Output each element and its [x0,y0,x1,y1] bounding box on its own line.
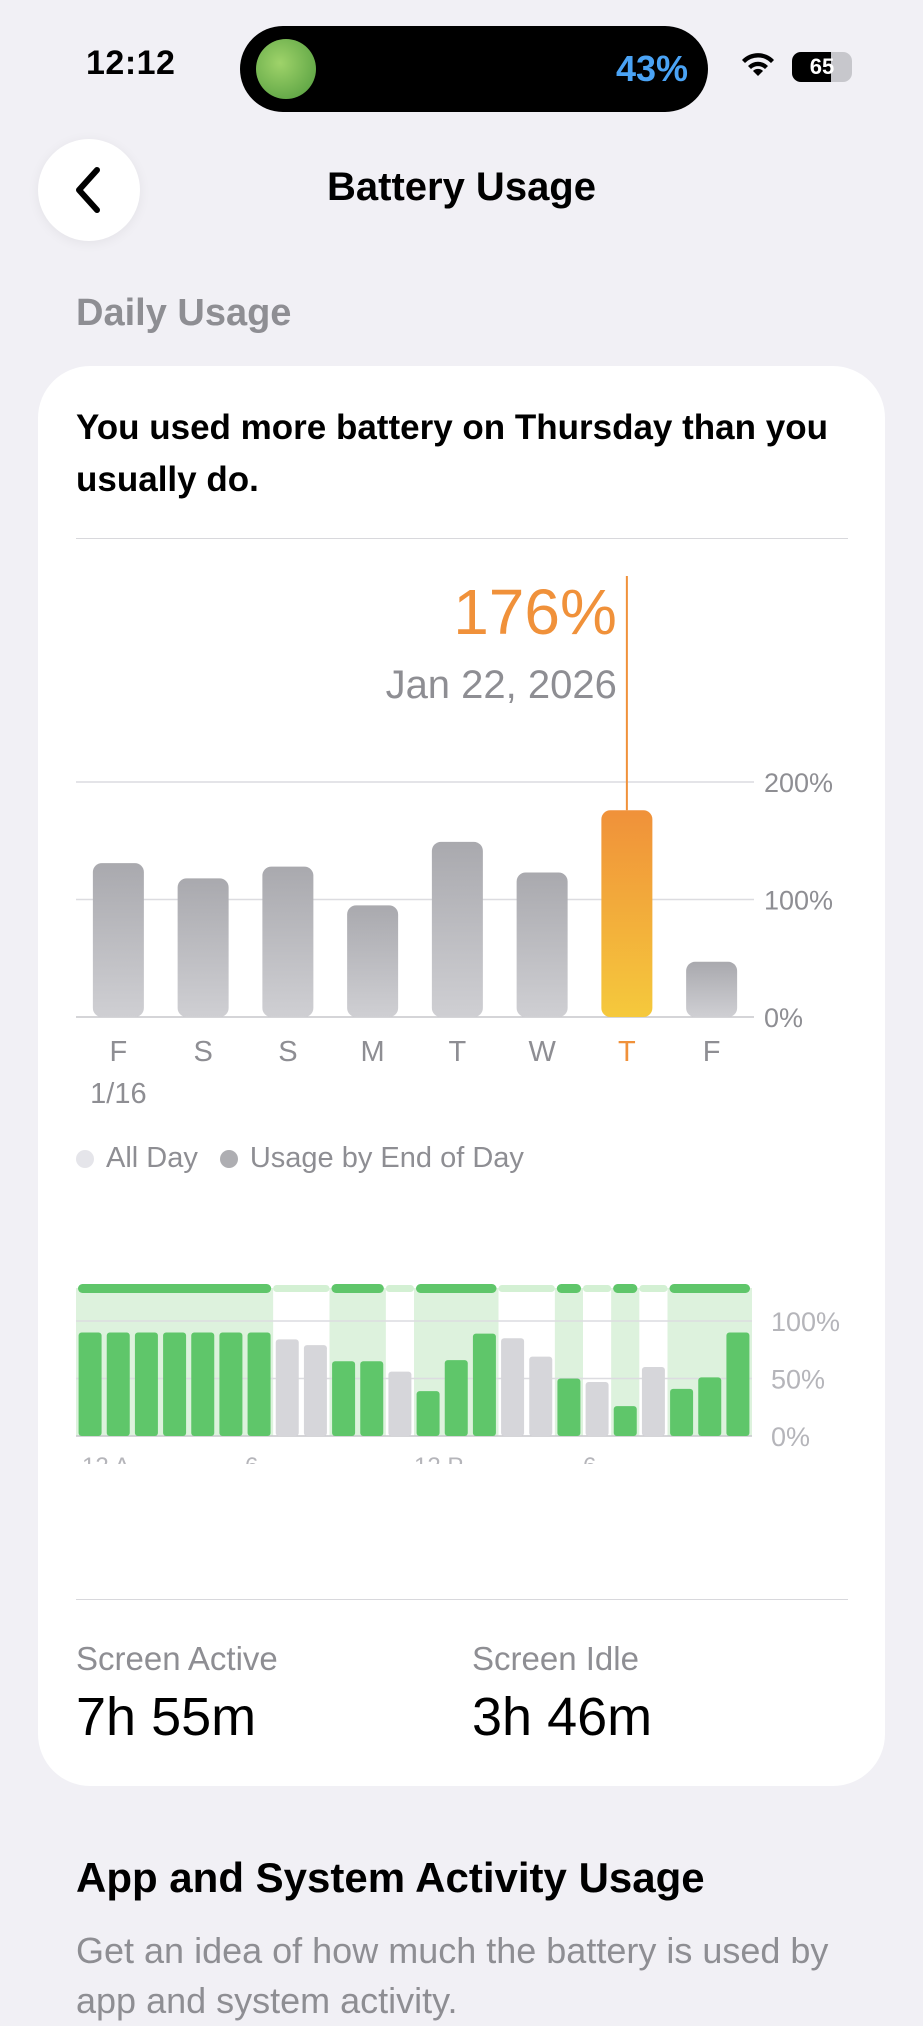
chevron-left-icon [76,167,100,213]
legend-all-day-dot [76,1149,94,1168]
charging-indicator-strip [78,1284,272,1293]
level-x-tick: 12 A [82,1453,130,1464]
level-y-tick: 0% [771,1422,810,1452]
level-bar [613,1406,637,1436]
activity-section-description: Get an idea of how much the battery is u… [76,1930,829,2021]
legend-all-day: All Day [76,1142,198,1175]
status-time: 12:12 [86,44,176,82]
screen-idle-value: 3h 46m [472,1687,653,1747]
daily-usage-chart[interactable]: 176% Jan 22, 2026 0% 100% 200% F S S M T W T F 1/16 [38,366,885,1106]
card-divider-bottom [76,1599,848,1600]
level-bar [529,1356,553,1436]
level-bar [557,1378,581,1436]
level-y-tick: 100% [771,1307,840,1337]
level-x-tick: 12 P [414,1453,463,1464]
level-bar [501,1338,525,1436]
level-bar [698,1377,722,1436]
daily-usage-card: You used more battery on Thursday than y… [38,366,885,1786]
daily-bar [262,866,314,1017]
level-bar [641,1367,665,1436]
battery-fill [792,52,831,82]
island-battery-percent: 43% [615,48,688,89]
level-bar [219,1332,243,1436]
charging-indicator-strip [416,1284,497,1293]
level-bar [726,1332,750,1436]
daily-bar [601,810,653,1017]
level-bar [163,1332,187,1436]
level-bar [585,1381,609,1436]
legend-end-of-day-dot [219,1149,238,1168]
daily-x-label: T [449,1036,467,1068]
screen-active-label: Screen Active [76,1640,278,1677]
daily-y-tick: 200% [764,768,833,798]
level-bar [416,1391,440,1436]
usage-headline: You used more battery on Thursday than y… [76,408,828,499]
daily-x-label: F [703,1036,721,1068]
daily-bar [686,961,738,1017]
legend-end-of-day: Usage by End of Day [219,1142,524,1175]
charging-indicator-strip [613,1284,638,1293]
selected-day-date: Jan 22, 2026 [386,663,617,707]
daily-first-date-label: 1/16 [90,1078,146,1106]
screen-active-value: 7h 55m [76,1687,257,1747]
daily-bar [516,872,568,1017]
battery-icon: 65 [792,52,852,82]
daily-bar [431,841,483,1017]
card-divider-top [76,538,848,539]
level-x-tick: 6 [583,1453,596,1464]
dynamic-island: 43% [240,26,708,112]
level-bar [360,1361,384,1436]
daily-usage-section-title: Daily Usage [76,292,292,334]
chart-legend: All Day Usage by End of Day [76,1142,546,1175]
level-bar [388,1371,412,1436]
level-bar [78,1332,102,1436]
screen-idle-label: Screen Idle [472,1640,639,1677]
level-bar [444,1360,468,1436]
back-button[interactable] [38,139,140,241]
level-x-tick: 6 [245,1453,258,1464]
all-day-strip [385,1285,414,1292]
level-bar [303,1345,327,1436]
all-day-strip [583,1285,612,1292]
battery-level-text: 65 [809,54,835,79]
app-avatar-icon [256,39,316,99]
level-bar [106,1332,130,1436]
daily-x-label: M [361,1036,385,1068]
level-bar [134,1332,158,1436]
daily-y-tick: 100% [764,886,833,916]
charging-indicator-strip [556,1284,581,1293]
daily-bar [92,863,144,1017]
level-bar [191,1332,215,1436]
battery-level-chart[interactable]: 0% 50% 100% 12 A 6 12 P 6 [38,1204,885,1464]
level-bar [332,1361,356,1436]
daily-bar [177,878,229,1017]
daily-x-label: T [618,1036,636,1068]
activity-section-title: App and System Activity Usage [76,1854,705,1901]
legend-end-of-day-label: Usage by End of Day [249,1142,524,1174]
daily-bar [347,905,399,1017]
level-bar [275,1339,299,1436]
page-title: Battery Usage [326,165,596,209]
daily-y-tick: 0% [764,1003,803,1033]
all-day-strip [273,1285,330,1292]
level-bar [670,1388,694,1436]
daily-x-label: S [193,1036,212,1068]
charging-indicator-strip [331,1284,384,1293]
selected-day-value: 176% [453,576,617,648]
daily-x-label: S [278,1036,297,1068]
level-y-tick: 50% [771,1365,825,1395]
legend-all-day-label: All Day [106,1142,198,1174]
all-day-strip [498,1285,555,1292]
level-bar [247,1332,271,1436]
wifi-icon [742,53,774,76]
daily-x-label: F [110,1036,128,1068]
daily-x-label: W [528,1036,556,1068]
charging-indicator-strip [669,1284,750,1293]
level-bar [472,1333,496,1436]
all-day-strip [639,1285,668,1292]
